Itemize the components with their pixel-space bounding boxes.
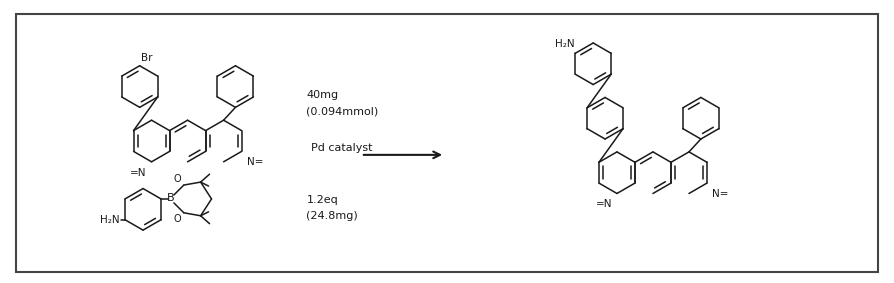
- Text: O: O: [173, 174, 181, 184]
- Text: Pd catalyst: Pd catalyst: [311, 143, 373, 153]
- Text: =N: =N: [595, 200, 611, 209]
- Text: O: O: [173, 214, 181, 224]
- Text: (24.8mg): (24.8mg): [306, 211, 358, 221]
- FancyBboxPatch shape: [16, 14, 877, 272]
- Text: 40mg: 40mg: [306, 91, 338, 100]
- Text: =N: =N: [130, 168, 147, 178]
- Text: H₂N: H₂N: [100, 215, 120, 225]
- Text: N=: N=: [246, 157, 263, 167]
- Text: 1.2eq: 1.2eq: [306, 196, 338, 205]
- Text: Br: Br: [140, 53, 152, 63]
- Text: N=: N=: [711, 189, 728, 199]
- Text: (0.094mmol): (0.094mmol): [306, 106, 378, 116]
- Text: H₂N: H₂N: [554, 39, 574, 50]
- Text: B: B: [167, 193, 174, 203]
